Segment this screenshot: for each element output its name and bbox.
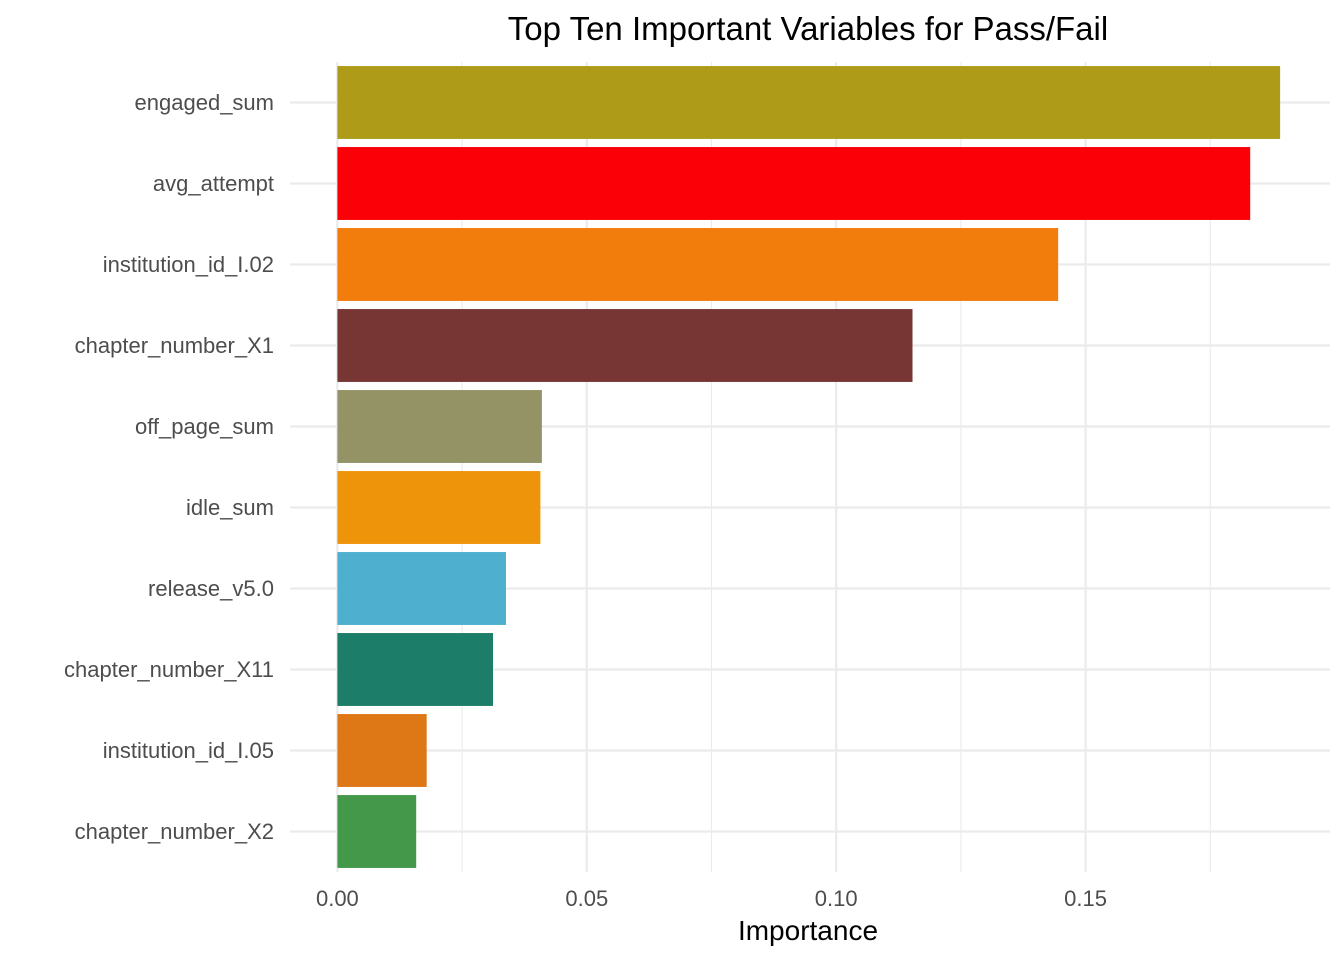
bar-institution-id-i-05 — [337, 714, 427, 787]
bar-institution-id-i-02 — [337, 228, 1059, 301]
bar-avg-attempt — [337, 147, 1251, 220]
x-tick-label: 0.05 — [565, 886, 608, 911]
bar-release-v5-0 — [337, 552, 506, 625]
x-tick-label: 0.15 — [1064, 886, 1107, 911]
bar-chapter-number-x2 — [337, 795, 417, 868]
bar-chapter-number-x1 — [337, 309, 913, 382]
y-tick-label: chapter_number_X11 — [64, 657, 274, 682]
x-tick-label: 0.10 — [815, 886, 858, 911]
y-tick-label: avg_attempt — [153, 171, 274, 196]
y-tick-label: chapter_number_X1 — [75, 333, 274, 358]
y-tick-label: release_v5.0 — [148, 576, 274, 601]
y-tick-label: off_page_sum — [135, 414, 274, 439]
y-tick-label: engaged_sum — [135, 90, 274, 115]
y-tick-labels: engaged_sum avg_attempt institution_id_I.0… — [64, 90, 274, 844]
bar-idle-sum — [337, 471, 541, 544]
y-tick-label: institution_id_I.05 — [103, 738, 274, 763]
y-tick-label: idle_sum — [186, 495, 274, 520]
chart-title: Top Ten Important Variables for Pass/Fai… — [508, 10, 1108, 47]
x-tick-labels: 0.00 0.05 0.10 0.15 — [316, 886, 1107, 911]
bars-group — [337, 66, 1281, 868]
x-tick-label: 0.00 — [316, 886, 359, 911]
y-tick-label: institution_id_I.02 — [103, 252, 274, 277]
bar-chapter-number-x11 — [337, 633, 494, 706]
bar-engaged-sum — [337, 66, 1281, 139]
bar-off-page-sum — [337, 390, 542, 463]
x-axis-label: Importance — [738, 915, 878, 946]
y-tick-label: chapter_number_X2 — [75, 819, 274, 844]
